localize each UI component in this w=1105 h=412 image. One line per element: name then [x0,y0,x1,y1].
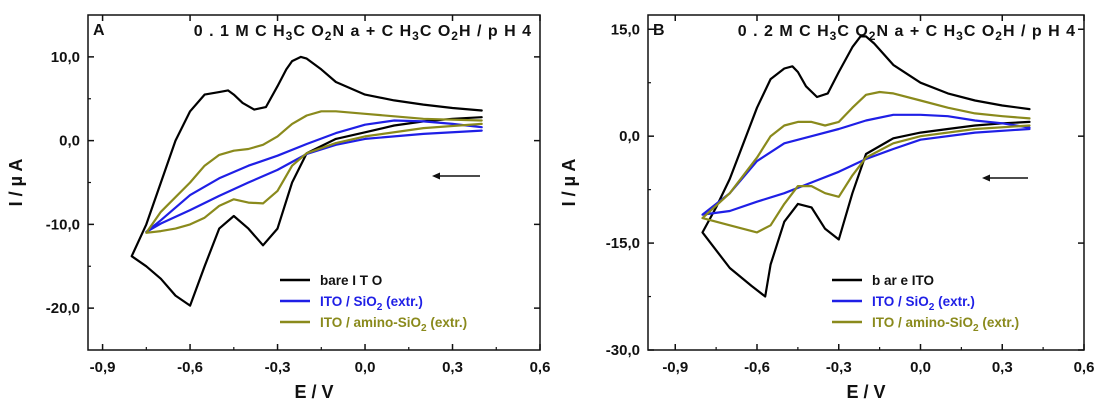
x-tick-label: 0,0 [355,359,376,376]
text-part: C O [293,23,324,40]
text-part: (extr.) [427,315,468,330]
text-part: N a + C H [876,23,956,40]
x-tick-label: 0,3 [442,359,463,376]
subscript: 2 [869,29,877,43]
y-tick-label: 10,0 [51,49,80,66]
subscript: 3 [286,29,294,43]
text-part: (extr.) [382,294,423,309]
text-part: (extr.) [934,294,975,309]
x-tick-label: 0,0 [910,359,931,376]
scan-direction-arrowhead [982,174,990,182]
x-tick-label: -0,9 [90,359,116,376]
text-part: 0 . 2 M C H [738,23,830,40]
y-axis-label: I / µ A [559,159,579,207]
legend-label: ITO / SiO2 (extr.) [320,294,423,313]
x-tick-label: 0,6 [1074,359,1095,376]
x-tick-label: -0,3 [826,359,852,376]
y-tick-label: -30,0 [606,342,640,359]
text-part: ITO / amino-SiO [872,315,973,330]
y-tick-label: -15,0 [606,235,640,252]
legend-label: ITO / amino-SiO2 (extr.) [320,315,467,334]
y-axis-label: I / µ A [6,159,26,207]
text-part: H / p H 4 [1003,23,1076,40]
x-tick-label: 0,6 [530,359,551,376]
y-tick-label: 0,0 [59,133,80,150]
text-part: N a + C H [332,23,412,40]
text-part: ITO / amino-SiO [320,315,421,330]
legend-label: b ar e ITO [872,273,934,288]
text-part: (extr.) [979,315,1020,330]
series-line-2 [701,90,1031,234]
x-tick-label: 0,3 [992,359,1013,376]
chart-panel-b: -0,9 -0,6 -0,3 0,0 0,3 0,6 -30,0 -15,0 0,0 15,0 E … [559,14,1095,402]
text-part: ITO / SiO [872,294,929,309]
text-part: bare I T O [320,273,382,288]
text-part: b ar e ITO [872,273,934,288]
chart-panel-a: -0,9 -0,6 -0,3 0,0 0,3 0,6 -20,0 -10,0 0,0 10,0 E … [6,14,551,402]
text-part: 0 . 1 M C H [194,23,286,40]
subscript: 3 [956,29,964,43]
subscript: 2 [929,302,935,313]
panel-label: B [653,22,665,39]
subscript: 2 [421,323,427,334]
x-tick-label: -0,3 [265,359,291,376]
legend-label: ITO / SiO2 (extr.) [872,294,975,313]
legend-label: bare I T O [320,273,382,288]
subscript: 3 [830,29,838,43]
subscript: 2 [325,29,333,43]
text-part: H / p H 4 [459,23,532,40]
y-tick-label: 0,0 [619,128,640,145]
subscript: 2 [973,323,979,334]
series-line-0 [130,55,483,307]
y-tick-label: -10,0 [46,216,80,233]
x-axis-label: E / V [846,382,885,402]
chart-title: 0 . 2 M C H3C O2N a + C H3C O2H / p H 4 [738,23,1076,43]
x-tick-label: -0,6 [744,359,770,376]
subscript: 2 [451,29,459,43]
x-axis-label: E / V [294,382,333,402]
series-line-0 [701,35,1031,298]
x-tick-label: -0,9 [662,359,688,376]
text-part: C O [420,23,451,40]
text-part: ITO / SiO [320,294,377,309]
x-tick-label: -0,6 [177,359,203,376]
scan-direction-arrowhead [432,172,440,180]
subscript: 3 [412,29,420,43]
plot-frame [647,14,1085,351]
y-tick-label: 15,0 [611,21,640,38]
chart-title: 0 . 1 M C H3C O2N a + C H3C O2H / p H 4 [194,23,532,43]
legend-label: ITO / amino-SiO2 (extr.) [872,315,1019,334]
panel-label: A [93,22,105,39]
series-line-2 [145,110,483,234]
y-tick-label: -20,0 [46,300,80,317]
subscript: 2 [377,302,383,313]
text-part: C O [964,23,995,40]
subscript: 2 [995,29,1003,43]
